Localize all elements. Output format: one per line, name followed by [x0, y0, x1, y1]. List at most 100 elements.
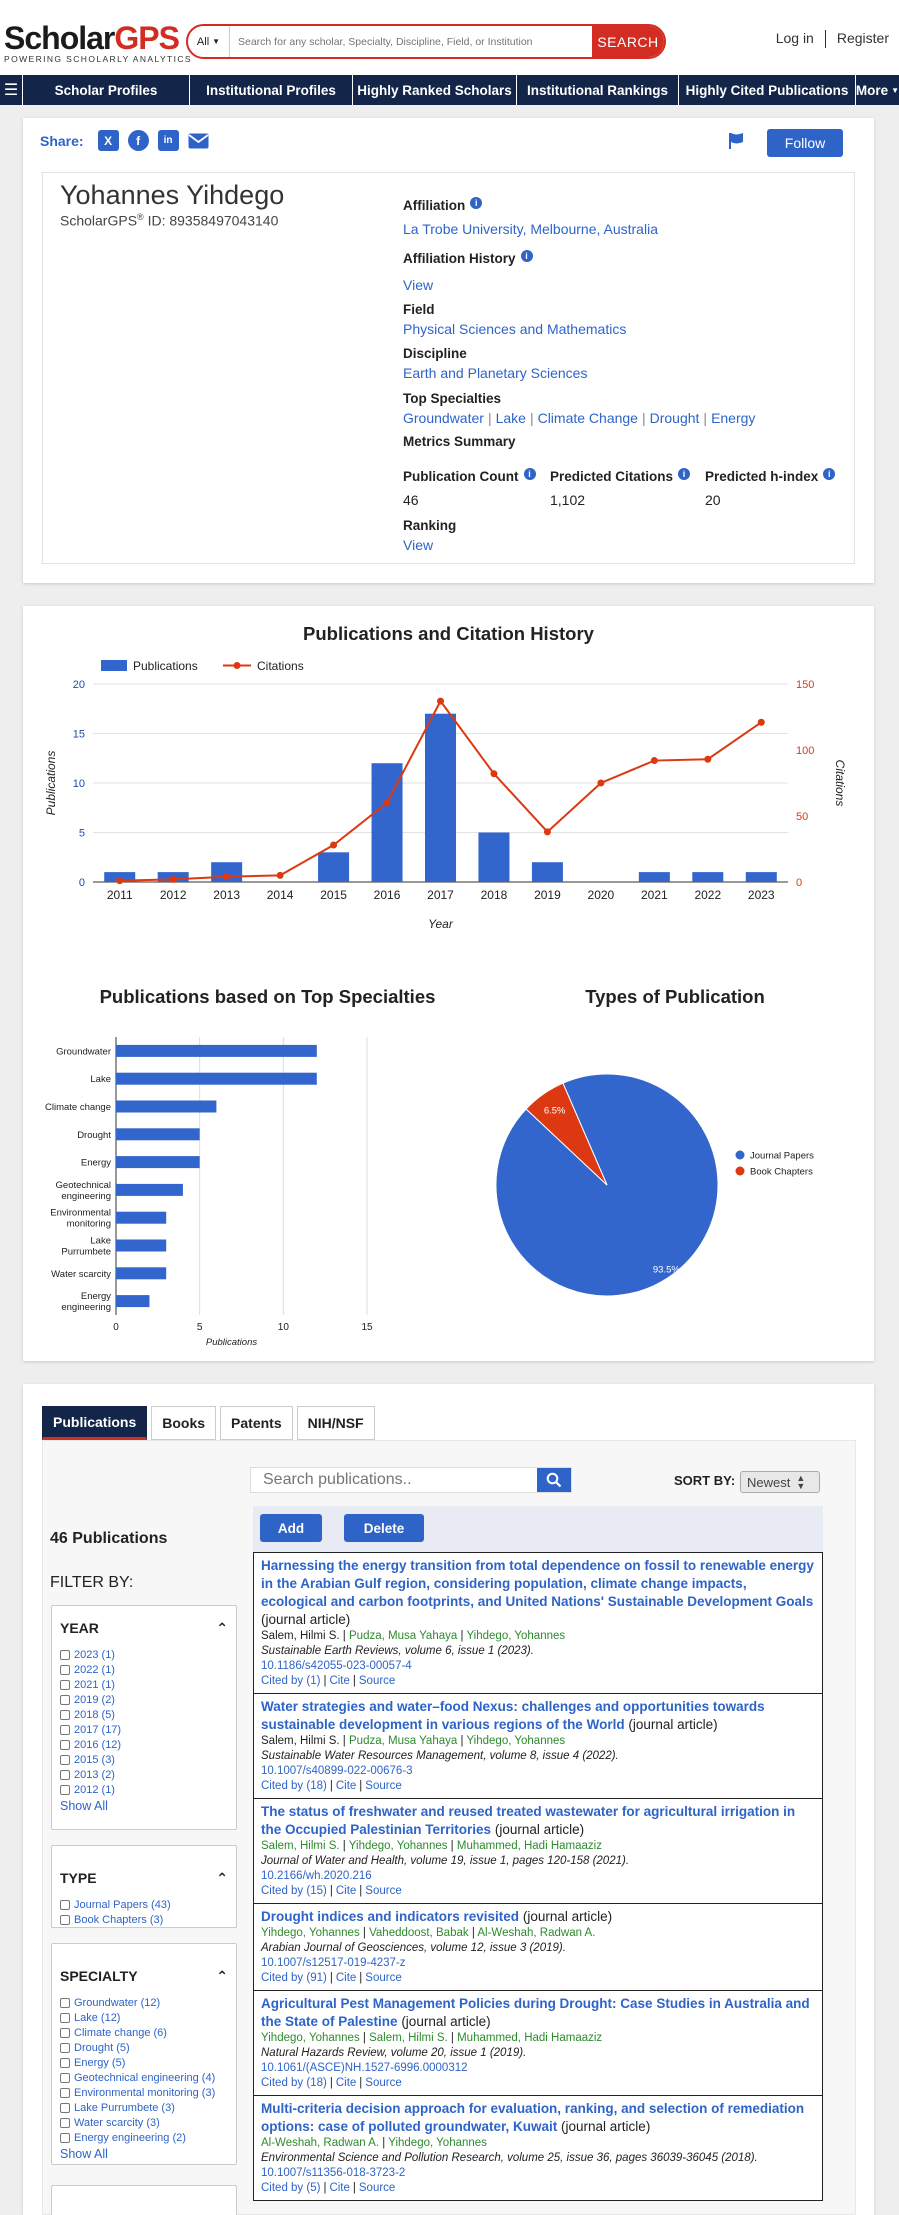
checkbox[interactable]	[60, 2057, 70, 2068]
author-link[interactable]: Muhammed, Hadi Hamaaziz	[457, 2032, 603, 2044]
filter-option[interactable]: 2017 (17)	[60, 1722, 228, 1737]
checkbox[interactable]	[60, 1709, 70, 1720]
search-button[interactable]: SEARCH	[592, 26, 664, 57]
filter-option[interactable]: 2016 (12)	[60, 1737, 228, 1752]
specialty-link[interactable]: Energy	[711, 410, 756, 426]
cite-link[interactable]: Cite	[335, 1780, 357, 1792]
filter-option[interactable]: 2021 (1)	[60, 1677, 228, 1692]
login-link[interactable]: Log in	[775, 30, 814, 46]
filter-option[interactable]: Book Chapters (3)	[60, 1912, 228, 1927]
scholargps-logo[interactable]: ScholarGPS POWERING SCHOLARLY ANALYTICS	[4, 22, 192, 64]
nav-highly-cited-publications[interactable]: Highly Cited Publications	[678, 75, 855, 105]
checkbox[interactable]	[60, 1739, 70, 1750]
filter-option[interactable]: 2023 (1)	[60, 1647, 228, 1662]
checkbox[interactable]	[60, 1754, 70, 1765]
publication-doi-link[interactable]: 10.1186/s42055-023-00057-4	[261, 1660, 412, 1672]
ranking-link[interactable]: View	[403, 537, 434, 553]
field-value[interactable]: Physical Sciences and Mathematics	[403, 321, 627, 337]
show-all-years-link[interactable]: Show All	[60, 1799, 108, 1813]
tab-patents[interactable]: Patents	[220, 1406, 293, 1440]
author-link[interactable]: Al-Weshah, Radwan A.	[477, 1927, 596, 1939]
cited-by-link[interactable]: Cited by (18)	[261, 1780, 327, 1792]
author-link[interactable]: Pudza, Musa Yahaya	[349, 1735, 458, 1747]
publication-title-link[interactable]: Water strategies and water–food Nexus: c…	[261, 1699, 765, 1732]
publication-title-link[interactable]: Drought indices and indicators revisited	[261, 1909, 520, 1924]
filter-option[interactable]: Environmental monitoring (3)	[60, 2085, 228, 2100]
global-search-input[interactable]	[230, 26, 592, 57]
tab-books[interactable]: Books	[151, 1406, 217, 1440]
author-link[interactable]: Yihdego, Yohannes	[388, 2137, 487, 2149]
info-icon[interactable]: i	[823, 468, 836, 480]
delete-button[interactable]: Delete	[344, 1514, 424, 1542]
source-link[interactable]: Source	[365, 1780, 402, 1792]
filter-option[interactable]: 2013 (2)	[60, 1767, 228, 1782]
publication-search-input[interactable]	[251, 1468, 537, 1492]
cite-link[interactable]: Cite	[335, 1885, 357, 1897]
chevron-up-icon[interactable]: ⌃	[216, 1870, 228, 1886]
filter-option[interactable]: Climate change (6)	[60, 2025, 228, 2040]
source-link[interactable]: Source	[358, 1675, 396, 1687]
checkbox[interactable]	[60, 1679, 70, 1690]
author-link[interactable]: Yihdego, Yohannes	[348, 1840, 448, 1852]
source-link[interactable]: Source	[365, 1885, 402, 1897]
checkbox[interactable]	[60, 1694, 70, 1705]
publication-title-link[interactable]: Multi-criteria decision approach for eva…	[261, 2101, 805, 2134]
specialty-link[interactable]: Lake	[495, 410, 526, 426]
filter-option[interactable]: 2019 (2)	[60, 1692, 228, 1707]
hamburger-menu-icon[interactable]: ☰	[3, 82, 19, 99]
show-all-specialties-link[interactable]: Show All	[60, 2147, 108, 2161]
filter-option[interactable]: Drought (5)	[60, 2040, 228, 2055]
cited-by-link[interactable]: Cited by (91)	[261, 1972, 327, 1984]
publication-title-link[interactable]: The status of freshwater and reused trea…	[261, 1804, 796, 1837]
search-icon[interactable]	[537, 1468, 571, 1492]
checkbox[interactable]	[60, 1769, 70, 1780]
publication-doi-link[interactable]: 10.1007/s40899-022-00676-3	[261, 1765, 413, 1777]
publication-doi-link[interactable]: 10.1007/s12517-019-4237-z	[261, 1957, 406, 1969]
author-link[interactable]: Yihdego, Yohannes	[466, 1630, 566, 1642]
register-link[interactable]: Register	[836, 30, 889, 46]
info-icon[interactable]: i	[470, 197, 483, 209]
source-link[interactable]: Source	[365, 2077, 402, 2089]
checkbox[interactable]	[60, 1997, 70, 2008]
filter-option[interactable]: Geotechnical engineering (4)	[60, 2070, 228, 2085]
checkbox[interactable]	[60, 1914, 70, 1925]
source-link[interactable]: Source	[365, 1972, 402, 1984]
author-link[interactable]: Vaheddoost, Babak	[369, 1927, 469, 1939]
filter-option[interactable]: Energy (5)	[60, 2055, 228, 2070]
filter-option[interactable]: Groundwater (12)	[60, 1995, 228, 2010]
author-link[interactable]: Salem, Hilmi S.	[261, 1840, 340, 1852]
cite-link[interactable]: Cite	[335, 1972, 357, 1984]
cited-by-link[interactable]: Cited by (15)	[261, 1885, 327, 1897]
info-icon[interactable]: i	[678, 468, 691, 480]
author-link[interactable]: Muhammed, Hadi Hamaaziz	[456, 1840, 602, 1852]
checkbox[interactable]	[60, 2042, 70, 2053]
cited-by-link[interactable]: Cited by (1)	[261, 1675, 321, 1687]
cite-link[interactable]: Cite	[329, 1675, 350, 1687]
author-link[interactable]: Yihdego, Yohannes	[466, 1735, 566, 1747]
checkbox[interactable]	[60, 2027, 70, 2038]
tab-nih-nsf[interactable]: NIH/NSF	[296, 1406, 375, 1440]
filter-option[interactable]: 2015 (3)	[60, 1752, 228, 1767]
filter-option[interactable]: Lake (12)	[60, 2010, 228, 2025]
x-twitter-icon[interactable]: X	[97, 130, 119, 151]
facebook-icon[interactable]: f	[127, 130, 149, 151]
checkbox[interactable]	[60, 2132, 70, 2143]
checkbox[interactable]	[60, 1724, 70, 1735]
nav-more[interactable]: More ▼	[855, 75, 899, 105]
checkbox[interactable]	[60, 2102, 70, 2113]
specialty-link[interactable]: Groundwater	[403, 410, 484, 426]
info-icon[interactable]: i	[523, 468, 536, 480]
cite-link[interactable]: Cite	[329, 2182, 350, 2194]
checkbox[interactable]	[60, 1664, 70, 1675]
checkbox[interactable]	[60, 1899, 70, 1910]
filter-option[interactable]: 2018 (5)	[60, 1707, 228, 1722]
specialty-link[interactable]: Climate Change	[537, 410, 638, 426]
source-link[interactable]: Source	[358, 2182, 396, 2194]
checkbox[interactable]	[60, 2012, 70, 2023]
author-link[interactable]: Yihdego, Yohannes	[261, 2032, 360, 2044]
checkbox[interactable]	[60, 2087, 70, 2098]
checkbox[interactable]	[60, 2117, 70, 2128]
checkbox[interactable]	[60, 2072, 70, 2083]
follow-button[interactable]: Follow	[767, 129, 843, 157]
tab-publications[interactable]: Publications	[42, 1406, 148, 1440]
